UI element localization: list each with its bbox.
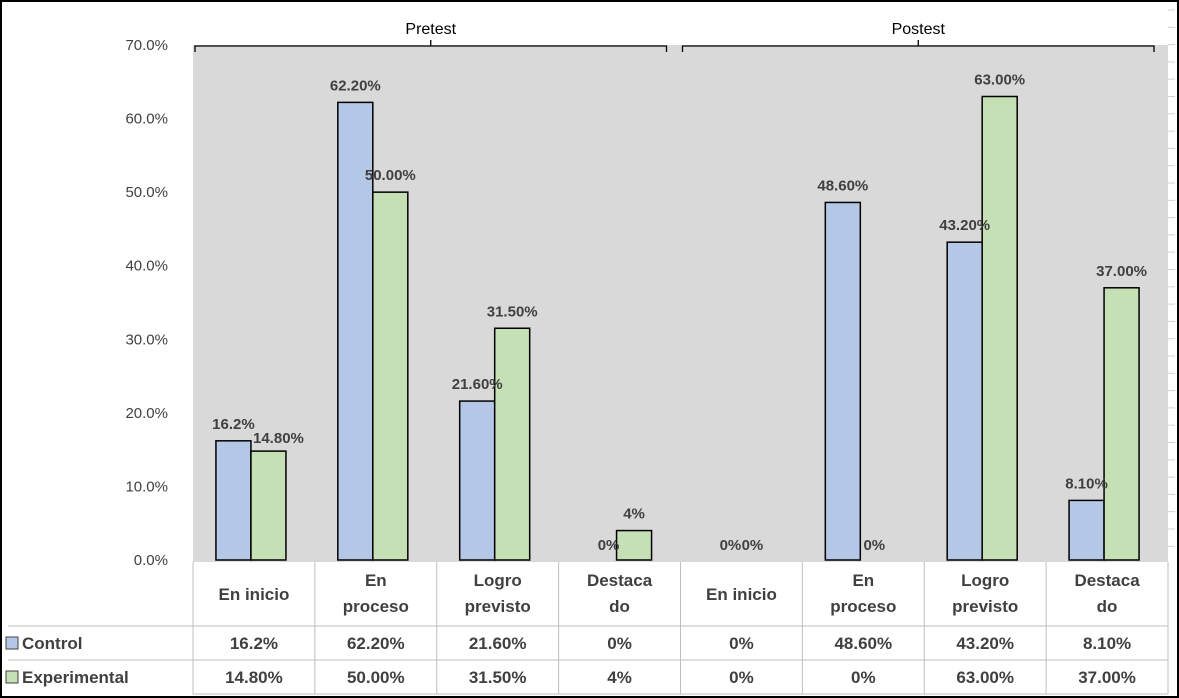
category-label: En inicio [706,585,777,604]
table-cell: 37.00% [1078,668,1136,687]
data-label: 63.00% [974,72,1025,89]
table-cell: 8.10% [1083,634,1131,653]
table-cell: 62.20% [347,634,405,653]
table-cell: 63.00% [956,668,1014,687]
table-cell: 31.50% [469,668,527,687]
table-cell: 48.60% [834,634,892,653]
y-tick-label: 30.0% [125,331,168,348]
data-label: 43.20% [939,217,990,234]
table-cell: 0% [851,668,876,687]
bar [372,191,409,561]
data-label: 0% [742,537,764,554]
table-cell: 0% [729,668,754,687]
category-label: Destaca [587,571,653,590]
category-label: previsto [952,597,1018,616]
data-label: 50.00% [365,167,416,184]
bar [458,400,496,561]
legend-key [5,670,19,684]
data-label: 0% [863,537,885,554]
group-bracket [681,40,1155,52]
data-label: 31.50% [487,303,538,320]
group-label: Pretest [405,21,456,38]
category-label: proceso [343,597,409,616]
data-label: 21.60% [452,376,503,393]
y-tick-label: 20.0% [125,405,168,422]
legend-label: Experimental [22,668,129,687]
data-label: 48.60% [817,177,868,194]
bar [946,241,983,561]
category-label: proceso [830,597,896,616]
category-label: En inicio [219,585,290,604]
legend-label: Control [22,634,82,653]
table-cell: 0% [729,634,754,653]
data-label: 37.00% [1096,263,1147,280]
y-tick-label: 10.0% [125,478,168,495]
table-cell: 21.60% [469,634,527,653]
data-label: 4% [623,506,645,523]
y-tick-label: 50.0% [125,184,168,201]
table-cell: 43.20% [956,634,1014,653]
legend-key [5,636,19,650]
category-label: do [1097,597,1118,616]
category-label: Logro [474,571,522,590]
bar [250,450,287,561]
bar [1103,287,1140,561]
y-tick-label: 0.0% [134,552,168,569]
data-label: 8.10% [1065,475,1108,492]
bar [981,95,1018,561]
data-label: 16.2% [212,416,255,433]
data-label: 0% [720,537,742,554]
table-cell: 4% [607,668,632,687]
bar [1068,499,1105,561]
category-label: do [609,597,630,616]
data-label: 14.80% [253,430,304,447]
group-bracket [194,40,668,52]
category-label: En [365,571,387,590]
bar [615,529,653,561]
bar [215,440,252,561]
y-tick-label: 40.0% [125,258,168,275]
table-cell: 0% [607,634,632,653]
bar [824,201,862,561]
category-label: Logro [961,571,1009,590]
group-label: Postest [892,21,946,38]
table-cell: 14.80% [225,668,283,687]
y-tick-label: 60.0% [125,111,168,128]
bar [493,327,531,561]
data-label: 0% [598,537,620,554]
data-label: 62.20% [330,77,381,94]
y-tick-label: 70.0% [125,37,168,54]
category-label: Destaca [1074,571,1140,590]
category-label: En [852,571,874,590]
table-cell: 16.2% [230,634,278,653]
table-cell: 50.00% [347,668,405,687]
category-label: previsto [465,597,531,616]
